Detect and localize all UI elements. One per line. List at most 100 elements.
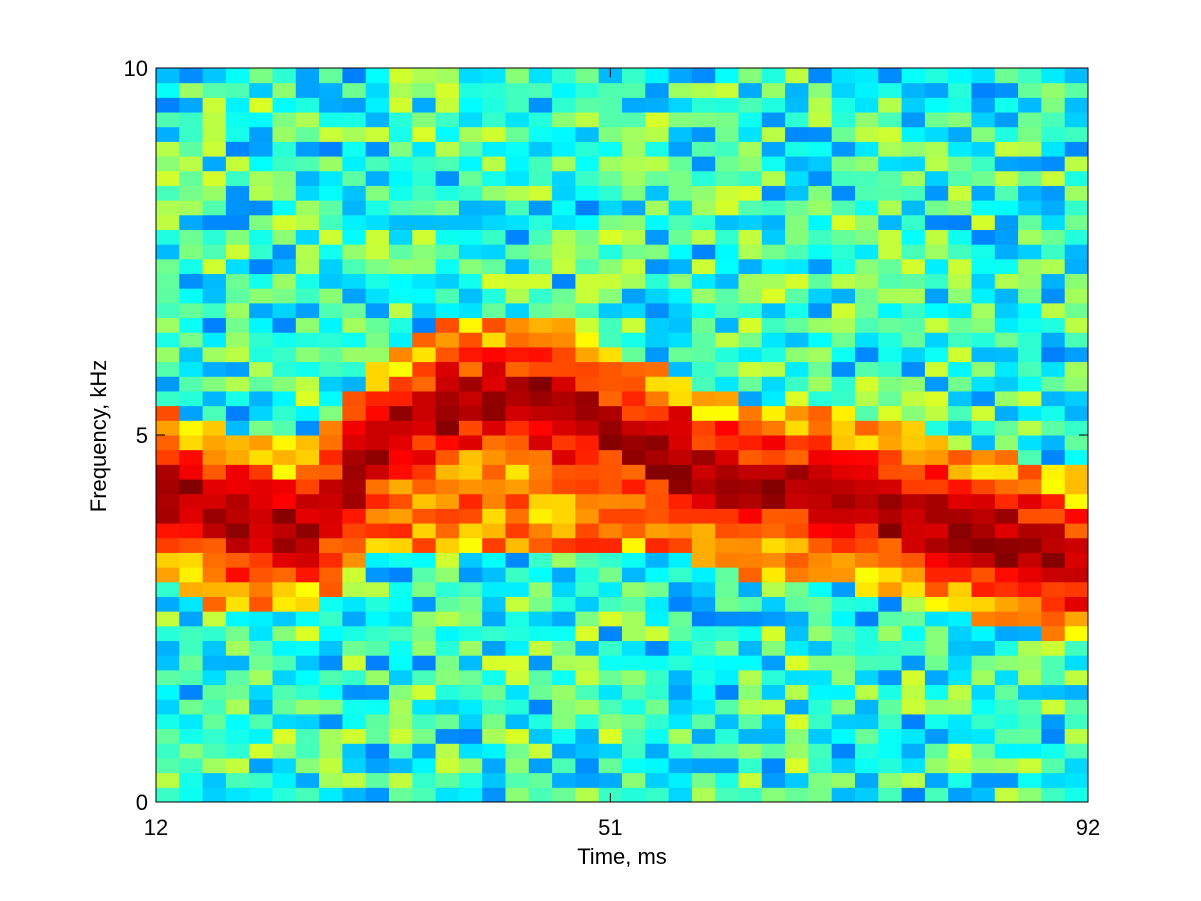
heatmap-cell bbox=[785, 567, 809, 583]
heatmap-cell bbox=[691, 669, 716, 686]
heatmap-cell bbox=[971, 435, 996, 451]
heatmap-cell bbox=[808, 567, 833, 583]
heatmap-cell bbox=[179, 185, 204, 201]
heatmap-cell bbox=[1018, 258, 1042, 275]
heatmap-cell bbox=[435, 82, 460, 98]
heatmap-cell bbox=[295, 772, 320, 788]
heatmap-cell bbox=[319, 346, 343, 363]
heatmap-cell bbox=[482, 390, 506, 407]
heatmap-cell bbox=[761, 390, 786, 407]
heatmap-cell bbox=[458, 655, 483, 671]
heatmap-cell bbox=[482, 508, 506, 524]
heatmap-cell bbox=[1064, 229, 1089, 245]
heatmap-cell bbox=[342, 376, 367, 392]
heatmap-cell bbox=[855, 97, 879, 113]
heatmap-cell bbox=[202, 390, 227, 407]
heatmap-cell bbox=[179, 523, 204, 539]
heatmap-cell bbox=[319, 97, 343, 113]
heatmap-cell bbox=[482, 68, 506, 84]
heatmap-cell bbox=[552, 200, 576, 216]
heatmap-cell bbox=[924, 302, 949, 319]
heatmap-cell bbox=[435, 258, 460, 275]
heatmap-cell bbox=[994, 772, 1019, 788]
heatmap-cell bbox=[225, 596, 250, 612]
heatmap-cell bbox=[691, 699, 716, 715]
heatmap-cell bbox=[389, 332, 413, 348]
heatmap-cell bbox=[482, 552, 506, 568]
heatmap-cell bbox=[761, 82, 786, 98]
heatmap-cell bbox=[179, 772, 204, 788]
heatmap-cell bbox=[319, 200, 343, 216]
heatmap-cell bbox=[552, 126, 576, 142]
heatmap-cell bbox=[319, 214, 343, 230]
heatmap-cell bbox=[575, 185, 600, 201]
heatmap-cell bbox=[668, 625, 693, 642]
heatmap-cell bbox=[948, 611, 972, 627]
heatmap-cell bbox=[272, 170, 297, 186]
heatmap-cell bbox=[645, 288, 670, 304]
heatmap-cell bbox=[1018, 743, 1042, 759]
heatmap-cell bbox=[552, 757, 576, 774]
heatmap-cell bbox=[738, 288, 763, 304]
heatmap-cell bbox=[622, 757, 646, 774]
heatmap-cell bbox=[202, 405, 227, 421]
heatmap-cell bbox=[412, 332, 437, 348]
heatmap-cell bbox=[365, 699, 390, 715]
heatmap-cell bbox=[715, 288, 739, 304]
heatmap-cell bbox=[715, 361, 739, 377]
heatmap-cell bbox=[389, 787, 413, 803]
heatmap-cell bbox=[994, 581, 1019, 597]
heatmap-cell bbox=[225, 141, 250, 157]
heatmap-cell bbox=[458, 273, 483, 289]
heatmap-cell bbox=[785, 244, 809, 260]
heatmap-cell bbox=[971, 302, 996, 319]
heatmap-cell bbox=[808, 346, 833, 363]
heatmap-cell bbox=[1064, 258, 1089, 275]
heatmap-cell bbox=[505, 302, 530, 319]
heatmap-cell bbox=[179, 273, 204, 289]
heatmap-cell bbox=[389, 214, 413, 230]
heatmap-cell bbox=[412, 611, 437, 627]
heatmap-cell bbox=[645, 743, 670, 759]
heatmap-cell bbox=[156, 302, 180, 319]
heatmap-cell bbox=[156, 361, 180, 377]
heatmap-cell bbox=[156, 405, 180, 421]
heatmap-cell bbox=[971, 625, 996, 642]
heatmap-cell bbox=[179, 699, 204, 715]
heatmap-cell bbox=[831, 493, 856, 509]
heatmap-cell bbox=[1064, 523, 1089, 539]
heatmap-cell bbox=[855, 82, 879, 98]
heatmap-cell bbox=[225, 156, 250, 172]
heatmap-cell bbox=[1018, 405, 1042, 421]
heatmap-cell bbox=[575, 258, 600, 275]
heatmap-cell bbox=[249, 699, 273, 715]
heatmap-cell bbox=[645, 435, 670, 451]
heatmap-cell bbox=[855, 214, 879, 230]
heatmap-cell bbox=[738, 479, 763, 495]
heatmap-cell bbox=[575, 156, 600, 172]
heatmap-cell bbox=[715, 493, 739, 509]
heatmap-cell bbox=[319, 126, 343, 142]
heatmap-cell bbox=[691, 464, 716, 480]
heatmap-cell bbox=[365, 273, 390, 289]
heatmap-cell bbox=[948, 655, 972, 671]
heatmap-cell bbox=[924, 82, 949, 98]
heatmap-cell bbox=[855, 640, 879, 656]
heatmap-cell bbox=[528, 420, 553, 436]
heatmap-cell bbox=[575, 376, 600, 392]
heatmap-cell bbox=[389, 288, 413, 304]
heatmap-cell bbox=[272, 655, 297, 671]
heatmap-cell bbox=[389, 200, 413, 216]
heatmap-cell bbox=[994, 640, 1019, 656]
heatmap-cell bbox=[319, 156, 343, 172]
heatmap-cell bbox=[389, 390, 413, 407]
heatmap-cell bbox=[1018, 361, 1042, 377]
heatmap-cell bbox=[738, 449, 763, 465]
heatmap-cell bbox=[785, 728, 809, 744]
heatmap-cell bbox=[994, 390, 1019, 407]
heatmap-cell bbox=[225, 772, 250, 788]
heatmap-cell bbox=[855, 390, 879, 407]
heatmap-cell bbox=[1018, 170, 1042, 186]
heatmap-cell bbox=[528, 669, 553, 686]
heatmap-cell bbox=[715, 479, 739, 495]
